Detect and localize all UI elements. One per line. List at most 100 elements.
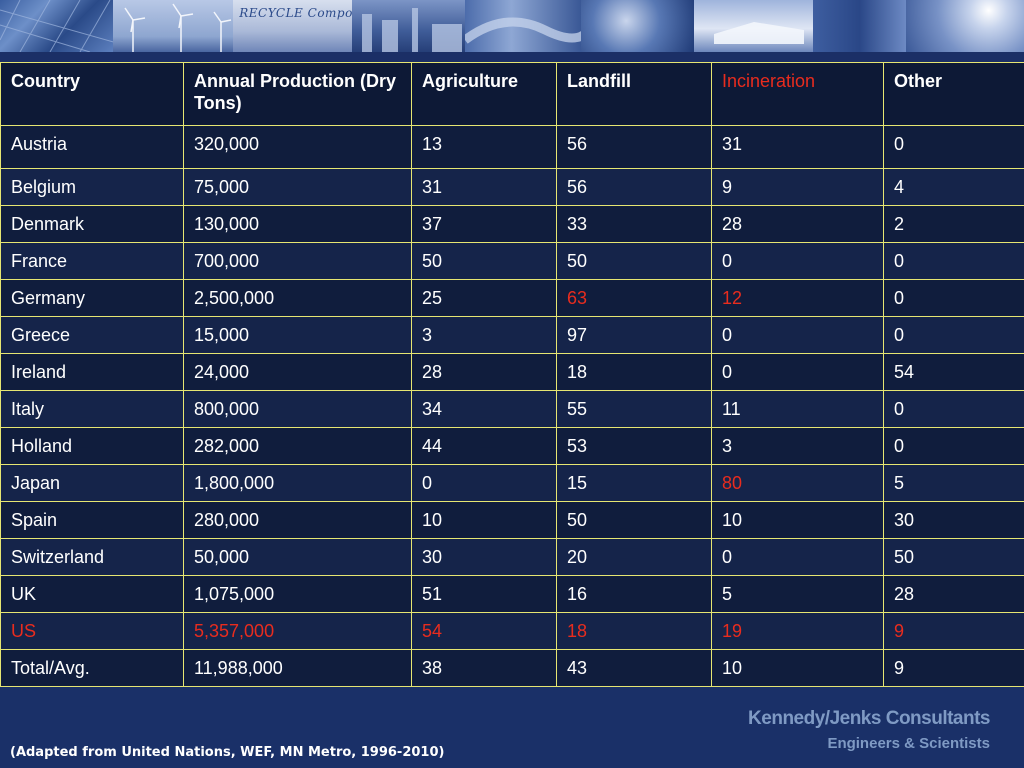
cell-other: 4 (883, 168, 1024, 206)
cell-incineration: 10 (711, 649, 884, 687)
cell-country: Austria (0, 125, 184, 169)
cell-incineration: 31 (711, 125, 884, 169)
farm-building-photo (694, 0, 813, 52)
cell-landfill: 53 (556, 427, 712, 465)
cell-agriculture: 44 (411, 427, 557, 465)
cell-country: Japan (0, 464, 184, 502)
industrial-plant-photo (351, 0, 465, 52)
cell-production: 1,800,000 (183, 464, 412, 502)
table-row: Spain 280,000 10 50 10 30 (0, 501, 1024, 539)
cell-landfill: 50 (556, 242, 712, 280)
cell-other: 9 (883, 649, 1024, 687)
cell-incineration: 3 (711, 427, 884, 465)
cell-landfill: 97 (556, 316, 712, 354)
cell-production: 280,000 (183, 501, 412, 539)
cell-production: 15,000 (183, 316, 412, 354)
cell-landfill: 20 (556, 538, 712, 576)
cell-country: Greece (0, 316, 184, 354)
cell-landfill: 15 (556, 464, 712, 502)
company-tagline: Engineers & Scientists (827, 735, 990, 752)
cell-production: 24,000 (183, 353, 412, 391)
cell-incineration: 10 (711, 501, 884, 539)
cell-other: 0 (883, 125, 1024, 169)
cell-incineration: 28 (711, 205, 884, 243)
cell-country: Ireland (0, 353, 184, 391)
cell-landfill: 16 (556, 575, 712, 613)
cell-country: Denmark (0, 205, 184, 243)
cell-landfill: 56 (556, 125, 712, 169)
cell-landfill: 18 (556, 353, 712, 391)
cell-other: 9 (883, 612, 1024, 650)
cell-other: 54 (883, 353, 1024, 391)
table-row: Italy 800,000 34 55 11 0 (0, 390, 1024, 428)
cell-incineration: 19 (711, 612, 884, 650)
cell-incineration: 0 (711, 242, 884, 280)
table-row: Belgium 75,000 31 56 9 4 (0, 168, 1024, 206)
cell-country: Total/Avg. (0, 649, 184, 687)
cell-landfill: 33 (556, 205, 712, 243)
sunlit-field-photo (905, 0, 1024, 52)
cell-landfill: 56 (556, 168, 712, 206)
company-name: Kennedy/Jenks Consultants (748, 708, 990, 729)
company-logo: Kennedy/Jenks Consultants Engineers & Sc… (748, 708, 990, 752)
tank-photo (812, 0, 906, 52)
table-row: UK 1,075,000 51 16 5 28 (0, 575, 1024, 613)
cell-other: 0 (883, 316, 1024, 354)
cell-production: 5,357,000 (183, 612, 412, 650)
cell-other: 0 (883, 427, 1024, 465)
cell-country: Holland (0, 427, 184, 465)
cell-landfill: 63 (556, 279, 712, 317)
cell-production: 75,000 (183, 168, 412, 206)
cell-landfill: 55 (556, 390, 712, 428)
cell-agriculture: 34 (411, 390, 557, 428)
cell-agriculture: 10 (411, 501, 557, 539)
cell-incineration: 0 (711, 316, 884, 354)
table-row: France 700,000 50 50 0 0 (0, 242, 1024, 280)
cell-other: 0 (883, 279, 1024, 317)
solar-panels-photo (0, 0, 113, 52)
cell-incineration: 80 (711, 464, 884, 502)
table-row: Switzerland 50,000 30 20 0 50 (0, 538, 1024, 576)
table-row-us: US 5,357,000 54 18 19 9 (0, 612, 1024, 650)
cell-agriculture: 28 (411, 353, 557, 391)
cell-production: 282,000 (183, 427, 412, 465)
cell-production: 320,000 (183, 125, 412, 169)
cell-landfill: 43 (556, 649, 712, 687)
cell-country: UK (0, 575, 184, 613)
table-row: Greece 15,000 3 97 0 0 (0, 316, 1024, 354)
table-row-total: Total/Avg. 11,988,000 38 43 10 9 (0, 649, 1024, 687)
header-annual-production: Annual Production (Dry Tons) (183, 62, 412, 126)
table-row: Holland 282,000 44 53 3 0 (0, 427, 1024, 465)
cell-other: 2 (883, 205, 1024, 243)
cell-other: 50 (883, 538, 1024, 576)
header-incineration: Incineration (711, 62, 884, 126)
cell-incineration: 0 (711, 353, 884, 391)
header-agriculture: Agriculture (411, 62, 557, 126)
cell-incineration: 0 (711, 538, 884, 576)
flowers-photo (581, 0, 695, 52)
cell-agriculture: 25 (411, 279, 557, 317)
cell-incineration: 5 (711, 575, 884, 613)
cell-incineration: 11 (711, 390, 884, 428)
cell-other: 30 (883, 501, 1024, 539)
wind-turbines-photo (112, 0, 234, 52)
pipes-photo (464, 0, 582, 52)
cell-production: 800,000 (183, 390, 412, 428)
table-row: Ireland 24,000 28 18 0 54 (0, 353, 1024, 391)
cell-country: Belgium (0, 168, 184, 206)
cell-country: Germany (0, 279, 184, 317)
sign-text: RECYCLE Compost Comes (239, 6, 352, 20)
cell-agriculture: 51 (411, 575, 557, 613)
cell-production: 50,000 (183, 538, 412, 576)
header-other: Other (883, 62, 1024, 126)
cell-production: 11,988,000 (183, 649, 412, 687)
cell-agriculture: 30 (411, 538, 557, 576)
table-row: Germany 2,500,000 25 63 12 0 (0, 279, 1024, 317)
cell-agriculture: 54 (411, 612, 557, 650)
recycle-compost-sign-photo: RECYCLE Compost Comes (233, 0, 352, 52)
cell-production: 1,075,000 (183, 575, 412, 613)
cell-other: 28 (883, 575, 1024, 613)
cell-landfill: 50 (556, 501, 712, 539)
header-country: Country (0, 62, 184, 126)
table-row: Denmark 130,000 37 33 28 2 (0, 205, 1024, 243)
